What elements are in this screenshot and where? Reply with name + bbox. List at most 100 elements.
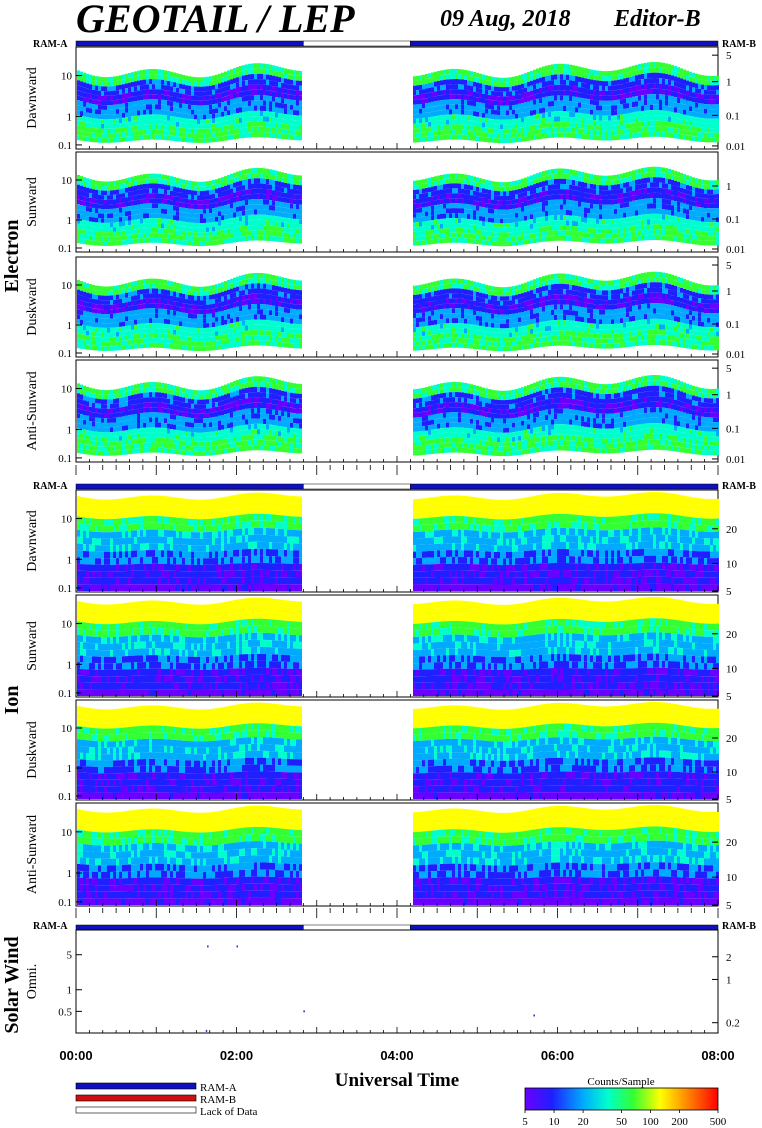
spectrogram-cell <box>509 91 512 97</box>
spectrogram-cell <box>83 77 86 83</box>
spectrogram-cell <box>149 218 152 224</box>
spectrogram-cell <box>449 119 452 125</box>
spectrogram-cell <box>509 236 512 242</box>
spectrogram-cell <box>296 233 299 239</box>
spectrogram-cell <box>716 132 719 138</box>
spectrogram-cell <box>209 123 212 129</box>
spectrogram-cell <box>581 202 584 208</box>
spectrogram-cell <box>566 111 569 117</box>
spectrogram-cell <box>485 132 488 138</box>
spectrogram-cell <box>272 96 275 102</box>
spectrogram-cell <box>509 181 512 187</box>
spectrogram-cell <box>536 73 539 79</box>
spectrogram-cell <box>482 103 485 109</box>
spectrogram-cell <box>233 202 236 208</box>
spectrogram-cell <box>221 92 224 98</box>
spectrogram-cell <box>482 235 485 241</box>
spectrogram-cell <box>152 124 155 130</box>
spectrogram-cell <box>560 230 563 236</box>
spectrogram-cell <box>575 216 578 222</box>
spectrogram-cell <box>647 198 650 204</box>
spectrogram-cell <box>632 91 635 97</box>
spectrogram-cell <box>671 127 674 133</box>
spectrogram-cell <box>119 231 122 236</box>
spectrogram-cell <box>152 213 155 219</box>
spectrogram-cell <box>482 122 485 128</box>
spectrogram-cell <box>128 121 131 127</box>
spectrogram-cell <box>563 209 566 215</box>
spectrogram-cell <box>464 208 467 214</box>
spectrogram-cell <box>617 203 620 209</box>
spectrogram-cell <box>584 197 587 203</box>
spectrogram-cell <box>296 228 299 234</box>
spectrogram-cell <box>707 75 710 81</box>
spectrogram-cell <box>644 105 647 111</box>
spectrogram-cell <box>296 105 299 111</box>
spectrogram-cell <box>581 232 584 238</box>
spectrogram-cell <box>653 213 656 220</box>
spectrogram-cell <box>200 223 203 228</box>
spectrogram-cell <box>101 213 104 219</box>
spectrogram-cell <box>611 219 614 224</box>
spectrogram-cell <box>296 120 299 126</box>
spectrogram-cell <box>461 188 464 194</box>
spectrogram-cell <box>605 100 608 106</box>
spectrogram-cell <box>131 72 134 78</box>
spectrogram-cell <box>617 193 620 199</box>
spectrogram-cell <box>632 226 635 232</box>
spectrogram-cell <box>569 90 572 97</box>
spectrogram-cell <box>89 235 92 241</box>
spectrogram-cell <box>434 116 437 121</box>
spectrogram-cell <box>125 220 128 226</box>
spectrogram-cell <box>227 80 230 86</box>
spectrogram-cell <box>221 121 224 127</box>
spectrogram-cell <box>467 95 470 101</box>
spectrogram-cell <box>587 99 590 105</box>
spectrogram-cell <box>605 95 608 101</box>
spectrogram-cell <box>581 113 584 119</box>
spectrogram-cell <box>416 80 419 86</box>
spectrogram-cell <box>200 91 203 97</box>
spectrogram-cell <box>212 240 215 246</box>
spectrogram-cell <box>275 201 278 207</box>
spectrogram-cell <box>233 83 236 89</box>
spectrogram-cell <box>242 85 245 92</box>
spectrogram-cell <box>161 119 164 125</box>
spectrogram-cell <box>236 133 239 139</box>
spectrogram-cell <box>161 203 164 209</box>
spectrogram-cell <box>515 94 518 100</box>
spectrogram-cell <box>230 223 233 229</box>
spectrogram-cell <box>665 132 668 138</box>
spectrogram-cell <box>686 184 689 190</box>
spectrogram-cell <box>656 213 659 220</box>
spectrogram-cell <box>659 172 662 178</box>
spectrogram-cell <box>194 190 197 196</box>
spectrogram-cell <box>695 112 698 118</box>
spectrogram-cell <box>686 75 689 81</box>
spectrogram-cell <box>539 87 542 94</box>
spectrogram-cell <box>647 104 650 111</box>
spectrogram-cell <box>683 208 686 214</box>
spectrogram-cell <box>509 77 512 82</box>
spectrogram-cell <box>158 237 161 243</box>
spectrogram-cell <box>176 73 179 79</box>
spectrogram-cell <box>179 192 182 198</box>
spectrogram-cell <box>134 71 137 77</box>
spectrogram-cell <box>113 222 116 228</box>
spectrogram-cell <box>650 78 653 84</box>
spectrogram-cell <box>656 224 659 230</box>
group-label-ion: Ion <box>1 686 23 715</box>
spectrogram-cell <box>434 125 437 131</box>
spectrogram-cell <box>149 79 152 85</box>
spectrogram-cell <box>518 122 521 128</box>
spectrogram-cell <box>95 90 98 96</box>
spectrogram-cell <box>257 105 260 111</box>
spectrogram-cell <box>635 200 638 206</box>
spectrogram-cell <box>182 216 185 222</box>
spectrogram-cell <box>227 95 230 101</box>
spectrogram-cell <box>299 238 302 244</box>
spectrogram-cell <box>149 104 152 110</box>
left-tick-label: 0.1 <box>58 140 72 152</box>
spectrogram-cell <box>95 118 98 124</box>
spectrogram-cell <box>257 94 260 101</box>
